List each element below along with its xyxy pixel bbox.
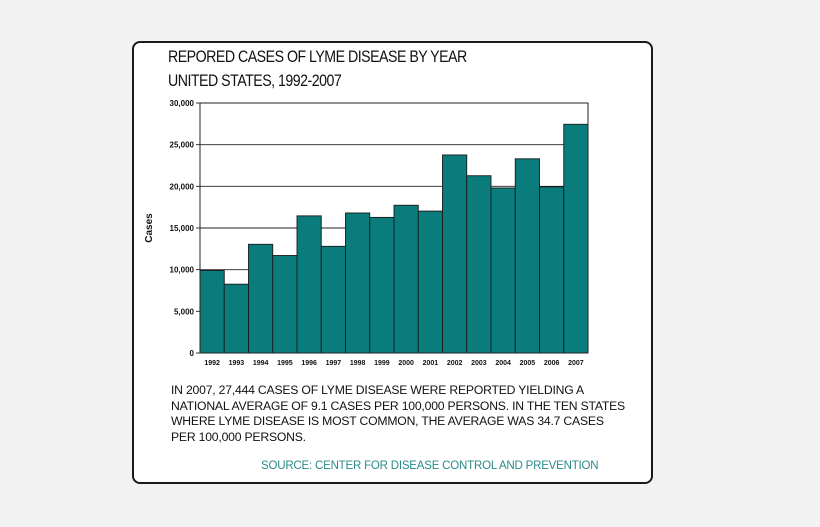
caption-text: IN 2007, 27,444 CASES OF LYME DISEASE WE… xyxy=(171,383,625,444)
chart-subtitle: UNITED STATES, 1992-2007 xyxy=(168,72,342,90)
chart-title: REPORED CASES OF LYME DISEASE BY YEAR xyxy=(168,48,467,66)
x-tick-label: 1993 xyxy=(229,360,245,367)
x-tick-label: 1998 xyxy=(350,360,366,367)
x-tick-label: 2001 xyxy=(423,360,439,367)
bar-1996 xyxy=(296,215,322,354)
x-tick-label: 1997 xyxy=(326,360,342,367)
bar-2003 xyxy=(466,175,492,354)
bar-1998 xyxy=(345,212,371,354)
bar-1992 xyxy=(199,269,225,354)
bar-1995 xyxy=(272,255,298,354)
x-tick-label: 2005 xyxy=(520,360,536,367)
bar-1997 xyxy=(320,245,346,354)
bar-1999 xyxy=(369,216,395,354)
bar-1994 xyxy=(248,243,274,354)
y-tick-label: 5,000 xyxy=(174,307,195,316)
x-tick-label: 1995 xyxy=(277,360,293,367)
bar-2007 xyxy=(563,123,589,354)
x-tick-label: 2007 xyxy=(568,360,584,367)
x-tick-label: 1999 xyxy=(374,360,390,367)
bar-2002 xyxy=(442,154,468,354)
chart-card: REPORED CASES OF LYME DISEASE BY YEAR UN… xyxy=(132,41,653,484)
y-tick-label: 20,000 xyxy=(170,182,195,191)
x-tick-label: 2000 xyxy=(398,360,414,367)
x-tick-label: 2004 xyxy=(495,360,511,367)
y-axis-label: Cases xyxy=(144,213,155,243)
x-tick-label: 2003 xyxy=(471,360,487,367)
bar-1993 xyxy=(223,283,249,354)
bar-2004 xyxy=(490,187,516,354)
bar-chart: 0 5,000 10,000 15,000 20,000 25,000 30,000 199… xyxy=(144,99,589,367)
bar-2005 xyxy=(514,158,540,354)
x-tick-label: 1994 xyxy=(253,360,269,367)
y-tick-label: 30,000 xyxy=(170,99,195,108)
bar-2000 xyxy=(393,204,419,354)
x-tick-label: 1996 xyxy=(301,360,317,367)
plot-frame xyxy=(199,102,589,354)
bar-2001 xyxy=(417,210,443,354)
x-tick-label: 2006 xyxy=(544,360,560,367)
source-text: SOURCE: CENTER FOR DISEASE CONTROL AND P… xyxy=(261,460,599,472)
x-tick-label: 1992 xyxy=(204,360,220,367)
y-tick-label: 15,000 xyxy=(170,224,195,233)
y-tick-label: 10,000 xyxy=(170,266,195,275)
x-tick-label: 2002 xyxy=(447,360,463,367)
y-tick-label: 0 xyxy=(190,349,195,358)
y-tick-label: 25,000 xyxy=(170,141,195,150)
bar-2006 xyxy=(539,186,565,354)
